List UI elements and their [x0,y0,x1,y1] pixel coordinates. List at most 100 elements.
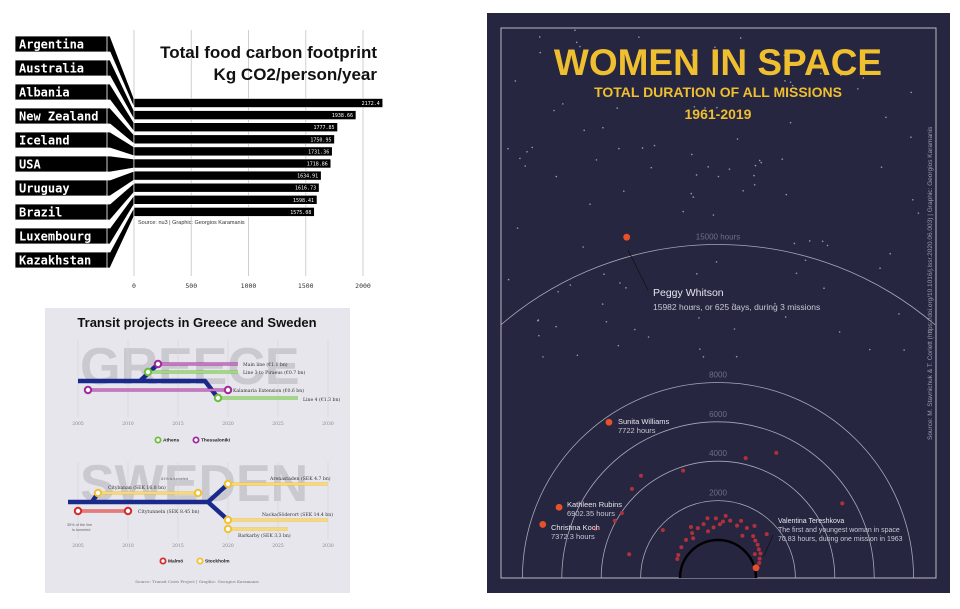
astronaut-dot [593,526,598,531]
country-label: USA [19,158,41,172]
astronaut-dot [728,518,733,523]
star [579,45,581,48]
project-label: Kalamaria Extension (€0.6 bn) [233,387,304,394]
astronaut-dot [720,519,725,524]
station-marker [193,488,203,498]
year-tick-label: 2030 [322,421,334,427]
star [910,136,912,139]
astronaut-dot [619,511,624,516]
station-marker [143,367,153,377]
ring-label: 6000 [709,410,727,419]
star [753,174,755,177]
earth-arc [678,538,758,579]
project-label: Citybanan (SEK 16.8 bn) [108,484,166,491]
astronaut-dot [717,522,722,527]
star [634,328,636,331]
astronaut-dot [676,553,681,558]
project-label: Citytunneln (SEK 8.45 bn) [138,508,200,515]
star [791,84,794,87]
astronaut-dot [706,529,711,534]
x-tick-label: 0 [132,282,136,290]
year-tick-label: 2020 [222,421,234,427]
astronaut-dot [675,557,680,562]
year-tick-label: 2030 [322,543,334,549]
country-label: Albania [19,86,70,100]
star [808,240,811,242]
astronaut-dot [744,526,749,531]
country-label-box [14,155,108,173]
star [789,121,792,124]
star [605,320,608,323]
bar-value-label: 1938.66 [332,113,353,119]
star [569,284,572,286]
station-marker [93,488,103,498]
star [696,273,698,275]
project-label: Line 3 to Piraeus (€0.7 bn) [243,369,305,376]
space-chart-years: 1961-2019 [685,106,752,122]
star [618,147,620,150]
transit-chart-source: Source: Transit Costs Project | Graphic:… [135,579,258,584]
star [507,278,510,281]
space-chart-source: Source: M. Stavnichuk & T. Corlett (http… [927,126,934,440]
star [795,272,798,275]
astronaut-dot [688,525,693,530]
legend-marker [159,557,167,565]
bar [133,170,322,181]
star [603,273,605,275]
astronaut-detail: 15982 hours, or 625 days, during 3 missi… [653,302,820,312]
astronaut-detail: 70.83 hours, during one mission in 1963 [778,536,903,543]
star [880,166,883,168]
star [583,129,585,132]
bar-value-label: 1634.91 [297,174,318,180]
star [695,58,698,61]
star [601,303,604,305]
bar [133,146,333,157]
station-marker [223,385,233,395]
star [574,29,576,32]
star [728,168,731,170]
star [595,159,598,161]
astronaut-dot [713,516,718,521]
duration-ring [600,460,836,579]
star [714,46,716,48]
duration-ring [640,500,796,579]
astronaut-dot [743,456,748,461]
country-label-box [14,131,108,149]
bar [133,182,320,193]
bar-value-label: 1575.08 [290,210,311,216]
star [690,192,693,195]
bar [133,122,338,132]
star [717,175,720,178]
star [785,193,788,196]
bar [133,207,315,217]
x-tick-label: 2000 [355,282,371,290]
transit-chart-title: Transit projects in Greece and Sweden [77,315,316,330]
star [625,287,627,289]
astronaut-dot [711,525,716,530]
country-label-box [14,59,108,77]
star [602,126,604,129]
bar-value-label: 2172.4 [362,101,380,107]
astronaut-dot [764,532,769,537]
highlighted-astronaut-dot [752,564,760,572]
star [783,54,786,57]
transit-chart: Transit projects in Greece and Sweden 20… [45,308,350,593]
ring-label: 15000 hours [696,233,740,242]
star [538,36,541,38]
star [691,54,693,56]
annotation: is tunneled [72,528,90,532]
star [555,325,557,328]
star [753,183,756,186]
ring-label: 2000 [709,489,727,498]
project-label: Barkarby (SEK 3.3 bn) [238,532,291,539]
star [589,203,591,205]
station-marker [73,506,83,516]
astronaut-dot [691,536,696,541]
station-marker [223,479,233,489]
space-chart-subtitle: TOTAL DURATION OF ALL MISSIONS [594,84,842,100]
star [519,157,521,160]
star [507,147,509,150]
ring-label: 8000 [709,370,727,379]
star [774,302,776,305]
